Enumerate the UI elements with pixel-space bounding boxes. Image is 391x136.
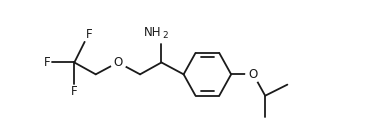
Text: F: F bbox=[44, 56, 50, 69]
Text: O: O bbox=[113, 56, 122, 69]
Text: 2: 2 bbox=[162, 31, 168, 40]
Text: F: F bbox=[86, 28, 93, 41]
Text: O: O bbox=[249, 68, 258, 81]
Text: NH: NH bbox=[144, 26, 161, 39]
Text: F: F bbox=[71, 85, 78, 98]
